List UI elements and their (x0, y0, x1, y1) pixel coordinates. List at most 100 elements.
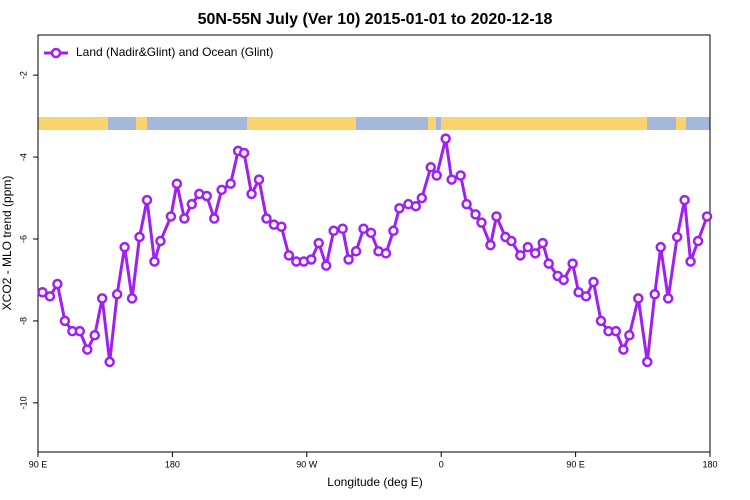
data-point (537, 237, 548, 249)
data-point (216, 184, 227, 196)
data-point (692, 235, 704, 247)
legend-label: Land (Nadir&Glint) and Ocean (Glint) (76, 45, 273, 59)
data-point (171, 178, 183, 189)
data-point (134, 231, 145, 243)
data-point (52, 278, 63, 290)
data-point (633, 293, 644, 304)
data-point (701, 211, 713, 222)
x-axis-label: Longitude (deg E) (327, 475, 422, 489)
data-point (365, 227, 377, 239)
x-tick-label: 90 E (566, 459, 585, 469)
data-point (455, 170, 466, 181)
legend-marker (50, 47, 62, 59)
data-point (543, 258, 554, 269)
data-point (618, 344, 629, 355)
data-point (461, 198, 472, 210)
land-segment (38, 117, 108, 130)
data-point (671, 231, 683, 243)
data-point (624, 330, 635, 341)
data-point (82, 344, 93, 355)
data-point (89, 330, 100, 341)
data-point (74, 325, 86, 337)
data-point (662, 293, 674, 304)
y-tick-label: -10 (18, 396, 28, 409)
land-segment (441, 117, 647, 130)
y-axis-label: XCO2 - MLO trend (ppm) (0, 176, 14, 311)
data-point (337, 223, 348, 235)
y-tick-label: -2 (18, 71, 28, 79)
data-point (313, 237, 324, 249)
data-point (306, 254, 317, 265)
data-point (59, 315, 71, 327)
data-point (201, 190, 212, 202)
data-point (238, 147, 250, 159)
data-point (394, 203, 405, 214)
data-point (186, 198, 198, 210)
x-tick-label: 90 W (296, 459, 318, 469)
data-point (446, 174, 457, 185)
data-point (165, 211, 177, 222)
land-segment (428, 117, 436, 130)
data-point (126, 293, 138, 304)
land-segment (247, 117, 356, 130)
data-point (350, 246, 362, 257)
data-point (388, 225, 399, 237)
land-ocean-band (38, 117, 710, 130)
data-point (246, 188, 257, 200)
data-point (44, 291, 56, 302)
data-point (283, 250, 295, 261)
data-point (179, 213, 190, 224)
data-point (506, 235, 517, 247)
data-point (567, 258, 578, 269)
data-point (425, 162, 436, 173)
data-point (440, 133, 451, 144)
data-point (141, 194, 153, 206)
y-tick-label: -4 (18, 153, 28, 161)
data-point (111, 289, 123, 300)
data-point (470, 209, 481, 220)
data-point (558, 274, 569, 286)
data-point (573, 286, 584, 298)
data-point (37, 286, 48, 298)
data-point (679, 194, 690, 206)
data-point (642, 356, 653, 368)
data-point (155, 235, 166, 247)
data-point (595, 315, 607, 327)
series-line (41, 138, 709, 363)
data-point (530, 248, 541, 259)
data-point (358, 223, 369, 235)
data-point (320, 260, 332, 271)
x-tick-label: 180 (165, 459, 180, 469)
data-point (104, 356, 115, 368)
data-point (149, 256, 160, 267)
data-point (253, 174, 265, 185)
data-point (431, 170, 442, 181)
data-point (225, 178, 236, 189)
data-point (588, 276, 599, 288)
data-point (276, 221, 287, 232)
data-point (343, 254, 354, 265)
chart-title: 50N-55N July (Ver 10) 2015-01-01 to 2020… (198, 11, 553, 28)
data-point (261, 213, 272, 224)
data-point (515, 250, 526, 261)
x-tick-label: 180 (702, 459, 717, 469)
data-point (476, 217, 487, 228)
y-tick-label: -8 (18, 317, 28, 325)
data-point (485, 239, 496, 251)
data-point (491, 211, 502, 222)
data-point (96, 293, 108, 304)
data-point (522, 241, 534, 253)
x-tick-label: 0 (439, 459, 444, 469)
land-segment (676, 117, 686, 130)
data-point (416, 192, 428, 204)
land-segment (136, 117, 147, 130)
data-point (328, 225, 339, 237)
data-point (655, 241, 666, 253)
plot-frame (37, 34, 711, 453)
data-point (610, 325, 622, 337)
data-point (580, 291, 592, 302)
data-point (410, 200, 422, 212)
data-point (649, 289, 660, 300)
x-tick-label: 90 E (29, 459, 48, 469)
